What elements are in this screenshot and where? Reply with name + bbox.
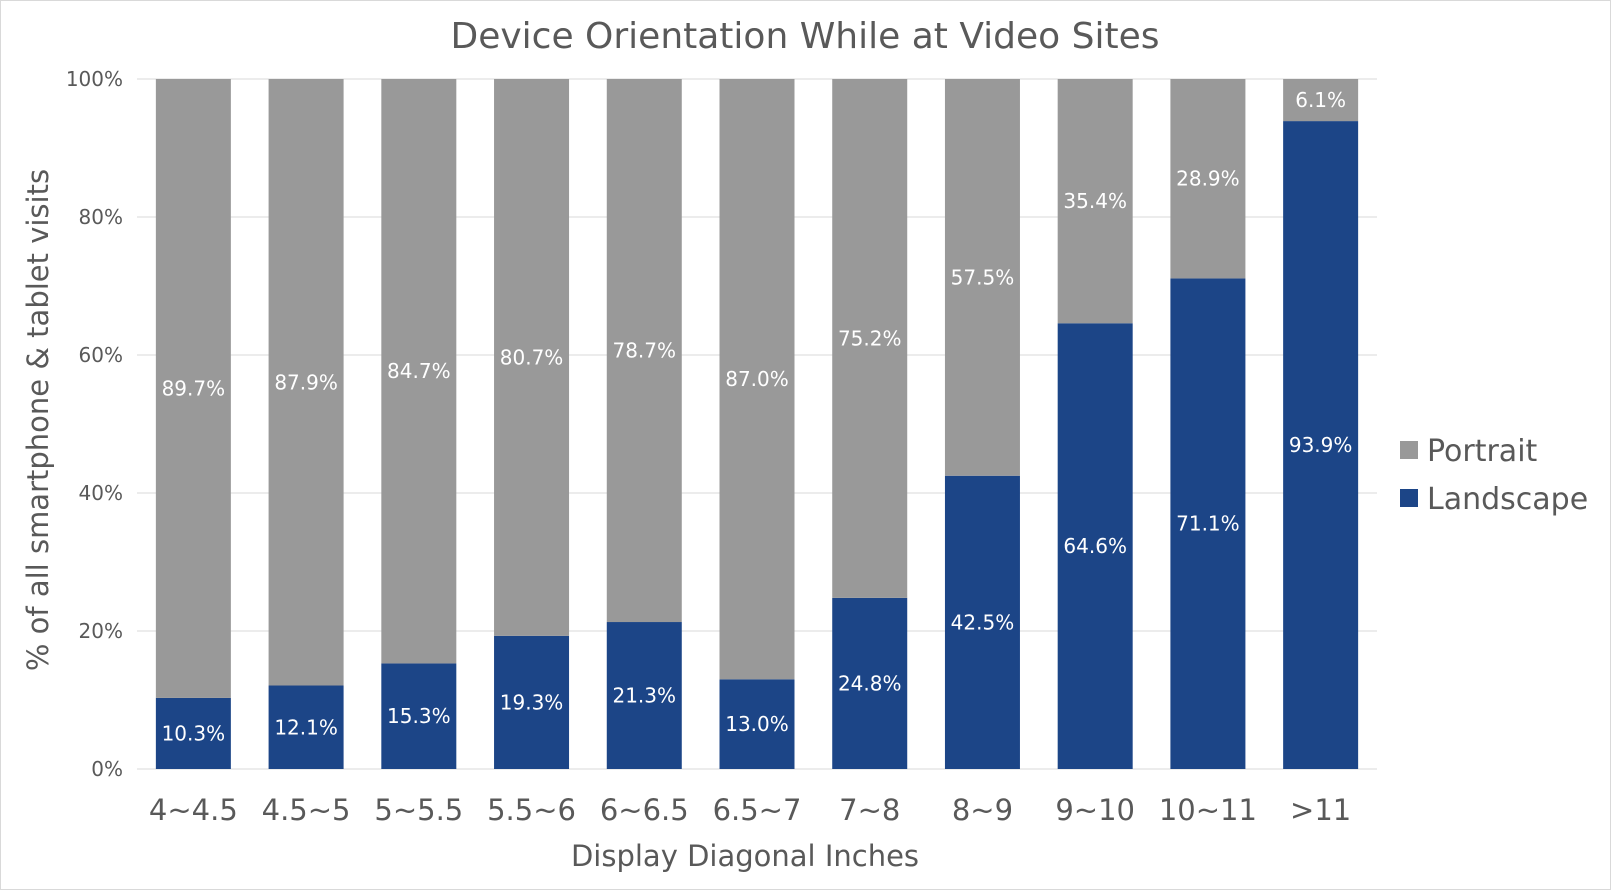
bar-landscape: [719, 679, 795, 769]
y-axis-label: % of all smartphone & tablet visits: [21, 169, 55, 671]
legend-label-landscape: Landscape: [1427, 482, 1588, 517]
bar-portrait: [1283, 79, 1359, 122]
x-axis-ticks: 4~4.5 4.5~5 5~5.5 5.5~6 6~6.5 6.5~7 7~8 8~9 9~10…: [149, 793, 1351, 827]
y-tick-label: 0%: [91, 757, 123, 781]
bar-portrait: [719, 79, 795, 680]
data-label-landscape: 93.9%: [1289, 433, 1353, 457]
data-label-landscape: 12.1%: [274, 715, 338, 739]
chart-title: Device Orientation While at Video Sites: [450, 16, 1159, 57]
bar-landscape: [1170, 278, 1246, 769]
data-label-landscape: 19.3%: [500, 690, 564, 714]
x-tick-label: 6.5~7: [713, 793, 802, 827]
x-axis-label: Display Diagonal Inches: [571, 839, 919, 873]
data-label-portrait: 78.7%: [612, 339, 676, 363]
data-label-portrait: 6.1%: [1295, 88, 1346, 112]
bar-landscape: [944, 475, 1020, 769]
data-label-landscape: 15.3%: [387, 704, 451, 728]
data-label-landscape: 24.8%: [838, 671, 902, 695]
y-tick-label: 40%: [79, 481, 123, 505]
data-label-landscape: 71.1%: [1176, 512, 1240, 536]
bar-landscape: [1283, 121, 1359, 770]
data-label-portrait: 75.2%: [838, 326, 902, 350]
bar-landscape: [268, 685, 344, 769]
x-tick-label: 7~8: [839, 793, 900, 827]
bar-portrait: [606, 79, 682, 623]
data-labels: 10.3% 89.7% 12.1% 87.9% 15.3% 84.7% 19.3% 80.7%…: [162, 88, 1353, 745]
x-tick-label: 5.5~6: [487, 793, 576, 827]
data-label-landscape: 64.6%: [1063, 534, 1127, 558]
bars: [155, 79, 1359, 770]
data-label-portrait: 35.4%: [1063, 189, 1127, 213]
data-label-landscape: 13.0%: [725, 712, 789, 736]
data-label-portrait: 87.0%: [725, 367, 789, 391]
bar-portrait: [832, 79, 908, 598]
x-tick-label: 10~11: [1159, 793, 1257, 827]
bar-portrait: [1057, 79, 1133, 324]
bar-landscape: [832, 597, 908, 769]
x-tick-label: 4.5~5: [262, 793, 351, 827]
x-tick-label: >11: [1290, 793, 1351, 827]
bar-portrait: [381, 79, 457, 664]
y-tick-label: 100%: [66, 67, 123, 91]
bar-portrait: [155, 79, 231, 698]
data-label-portrait: 28.9%: [1176, 167, 1240, 191]
data-label-portrait: 80.7%: [500, 345, 564, 369]
x-tick-label: 9~10: [1055, 793, 1135, 827]
bar-portrait: [494, 79, 570, 636]
y-tick-label: 20%: [79, 619, 123, 643]
legend: Portrait Landscape: [1400, 434, 1588, 517]
bar-landscape: [1057, 323, 1133, 769]
bar-landscape: [381, 663, 457, 769]
bar-portrait: [268, 79, 344, 686]
bar-landscape: [155, 697, 231, 769]
x-tick-label: 6~6.5: [600, 793, 689, 827]
data-label-portrait: 87.9%: [274, 370, 338, 394]
data-label-landscape: 42.5%: [951, 610, 1015, 634]
data-label-portrait: 84.7%: [387, 359, 451, 383]
x-tick-label: 5~5.5: [374, 793, 463, 827]
bar-portrait: [944, 79, 1020, 476]
bar-landscape: [606, 622, 682, 769]
y-tick-label: 80%: [79, 205, 123, 229]
legend-swatch-portrait: [1400, 441, 1418, 459]
legend-swatch-landscape: [1400, 489, 1418, 507]
y-axis-ticks: 0% 20% 40% 60% 80% 100%: [66, 67, 123, 781]
data-label-portrait: 57.5%: [951, 265, 1015, 289]
x-tick-label: 4~4.5: [149, 793, 238, 827]
data-label-landscape: 21.3%: [612, 684, 676, 708]
y-tick-label: 60%: [79, 343, 123, 367]
x-tick-label: 8~9: [952, 793, 1013, 827]
bar-portrait: [1170, 79, 1246, 279]
data-label-portrait: 89.7%: [162, 376, 226, 400]
data-label-landscape: 10.3%: [162, 721, 226, 745]
bar-landscape: [494, 635, 570, 769]
legend-label-portrait: Portrait: [1427, 434, 1538, 469]
